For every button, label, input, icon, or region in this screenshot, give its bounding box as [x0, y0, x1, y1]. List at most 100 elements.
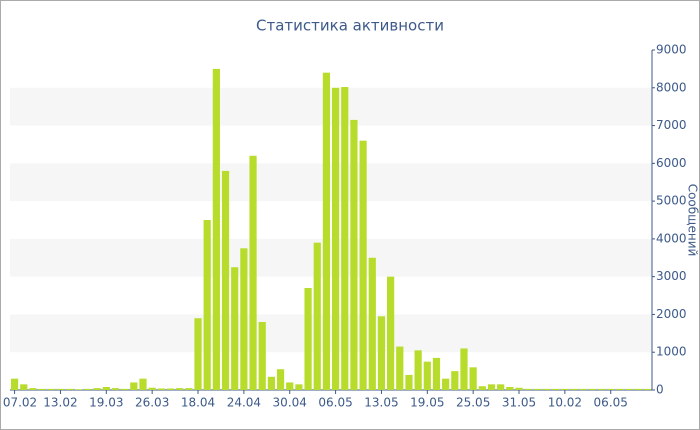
bar — [405, 374, 413, 390]
bar — [396, 346, 404, 390]
y-tick-label: 9000 — [656, 43, 687, 57]
bar — [75, 389, 83, 390]
bar — [570, 388, 578, 390]
x-tick-label: 24.04 — [227, 396, 261, 410]
bar — [506, 386, 514, 390]
x-tick-label: 25.05 — [456, 396, 490, 410]
y-tick-label: 2000 — [656, 307, 687, 321]
x-tick-label: 10.02 — [548, 396, 582, 410]
grid-band — [10, 163, 652, 202]
bar — [552, 388, 560, 390]
x-tick-label: 26.03 — [135, 396, 169, 410]
bar — [111, 388, 120, 390]
bar — [258, 322, 266, 390]
grid-band — [10, 238, 652, 277]
bar — [47, 388, 55, 390]
bar — [212, 68, 220, 390]
bar — [634, 388, 642, 390]
bar — [56, 388, 65, 390]
bar — [350, 119, 358, 390]
y-tick-label: 0 — [656, 383, 664, 397]
bar — [331, 87, 340, 391]
bar — [561, 388, 569, 390]
bar — [442, 378, 450, 390]
bar — [194, 318, 202, 390]
grid-band — [10, 87, 652, 126]
y-tick-label: 8000 — [656, 80, 687, 94]
x-tick-label: 06.05 — [594, 396, 628, 410]
grid-band — [10, 314, 652, 353]
y-tick-label: 7000 — [656, 118, 687, 132]
bar — [515, 387, 523, 390]
bar — [166, 388, 175, 390]
x-tick-label: 18.04 — [181, 396, 215, 410]
bar — [387, 276, 395, 390]
bar — [267, 376, 275, 390]
bar — [451, 371, 459, 390]
bar — [20, 384, 28, 390]
bar — [157, 388, 165, 390]
bar — [313, 242, 321, 390]
bar — [130, 382, 138, 390]
bar — [102, 386, 110, 390]
bar — [542, 388, 551, 390]
bar — [607, 388, 615, 390]
bar — [497, 384, 505, 390]
x-tick-label: 13.02 — [43, 396, 77, 410]
x-tick-label: 30.04 — [273, 396, 307, 410]
bar — [597, 388, 606, 390]
bar — [139, 378, 147, 390]
y-tick-label: 5000 — [656, 194, 687, 208]
bar — [625, 388, 633, 390]
bar — [240, 248, 248, 390]
bar — [231, 267, 239, 390]
bar — [533, 388, 541, 390]
x-tick-label: 06.05 — [318, 396, 352, 410]
bar — [121, 388, 129, 390]
y-tick-label: 1000 — [656, 345, 687, 359]
bar — [643, 388, 652, 390]
bar — [148, 387, 156, 390]
y-tick-label: 3000 — [656, 269, 687, 283]
x-tick-label: 13.05 — [364, 396, 398, 410]
chart-title: Статистика активности — [256, 17, 444, 35]
bar — [38, 388, 46, 390]
x-tick-label: 19.05 — [410, 396, 444, 410]
bar — [203, 220, 211, 390]
bar — [93, 388, 101, 390]
x-tick-label: 31.05 — [502, 396, 536, 410]
bar — [469, 367, 477, 390]
bar — [66, 388, 74, 390]
bar — [478, 386, 486, 390]
bar — [10, 378, 19, 390]
bar — [176, 388, 184, 390]
bar — [84, 388, 92, 390]
bar — [423, 361, 431, 390]
bar — [414, 350, 422, 390]
bar — [588, 388, 596, 390]
y-tick-label: 6000 — [656, 156, 687, 170]
bar — [286, 382, 294, 390]
bar — [359, 140, 367, 390]
bar — [368, 257, 376, 390]
bar — [249, 155, 257, 390]
bar — [377, 316, 386, 390]
bar — [276, 369, 285, 390]
bar — [487, 384, 496, 390]
x-tick-label: 07.02 — [3, 396, 37, 410]
bar — [322, 72, 331, 391]
y-axis-label: Сообщений — [686, 184, 700, 257]
bar — [304, 288, 312, 390]
bar — [185, 388, 193, 390]
bar — [616, 388, 624, 390]
bar — [460, 348, 468, 390]
bar — [29, 388, 37, 390]
bar — [221, 170, 230, 390]
y-tick-label: 4000 — [656, 231, 687, 245]
bar — [341, 87, 349, 391]
bar — [432, 357, 441, 390]
x-tick-label: 19.03 — [89, 396, 123, 410]
bands — [10, 87, 652, 353]
